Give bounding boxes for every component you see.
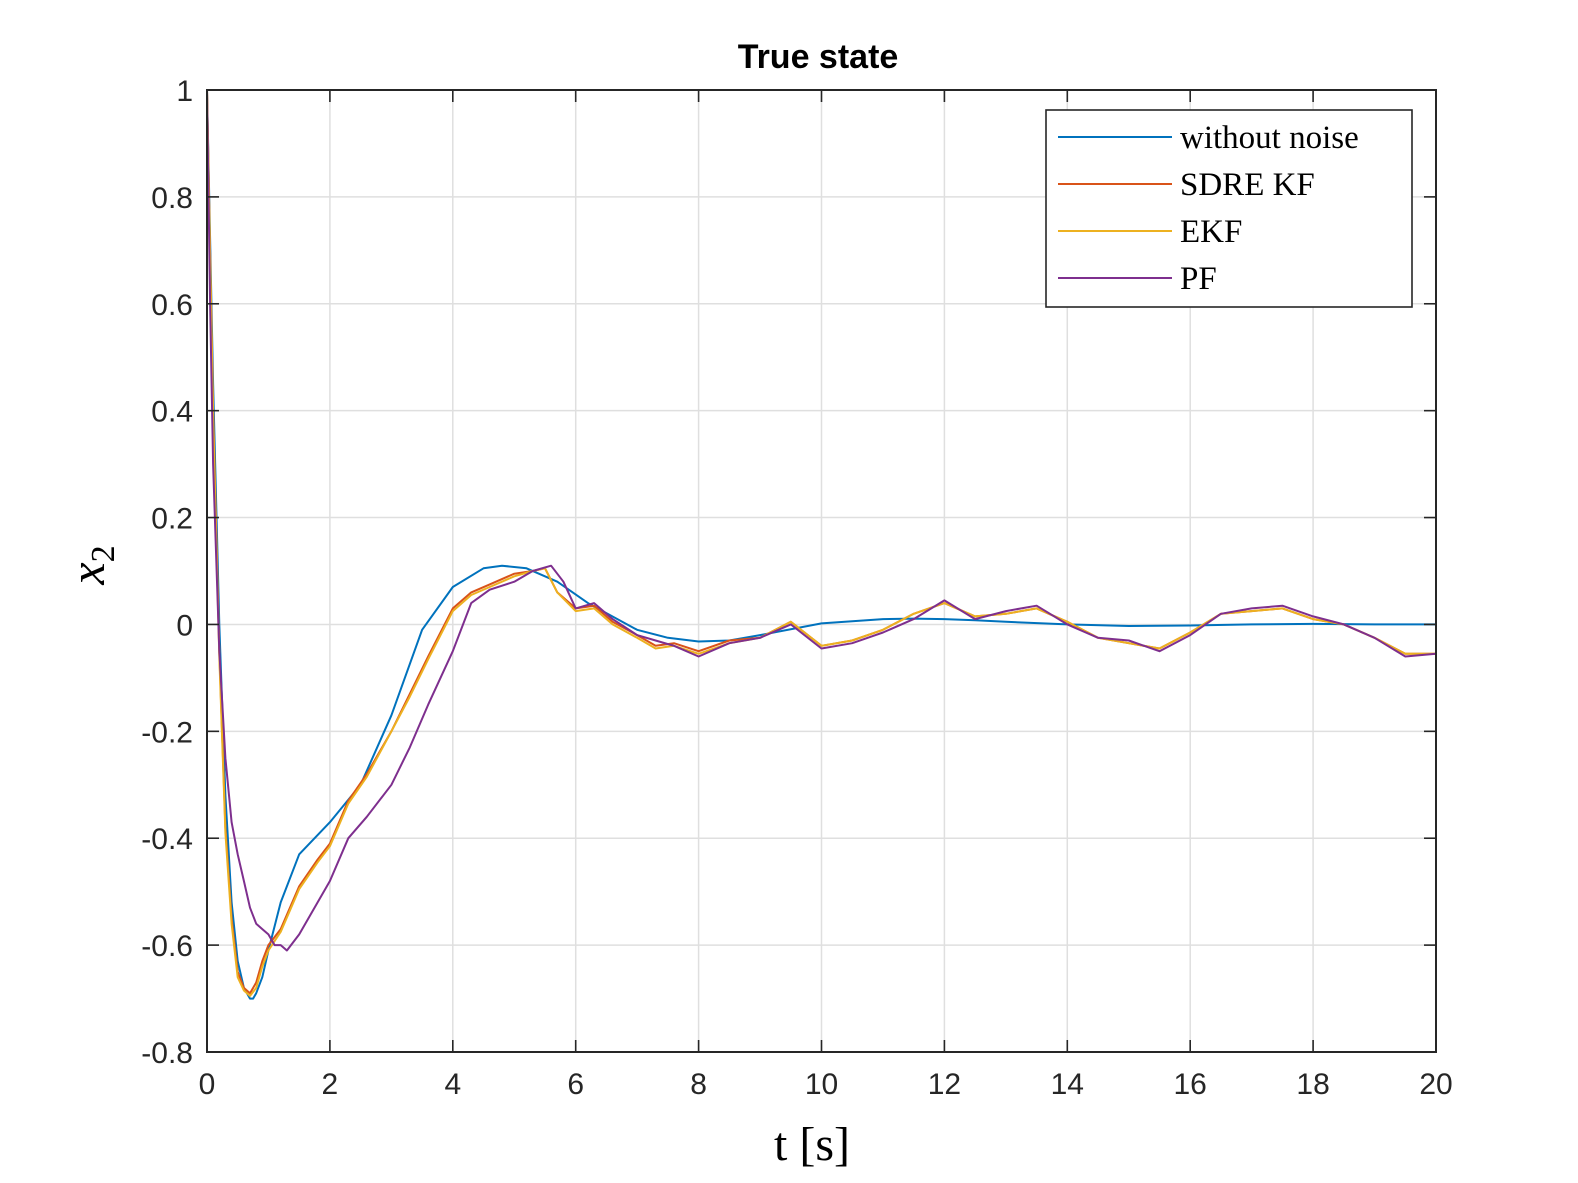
y-tick-label: -0.4 [141,823,193,856]
x-tick-label: 0 [199,1068,216,1101]
x-tick-label: 14 [1051,1068,1084,1101]
x-tick-label: 10 [805,1068,838,1101]
y-tick-label: 0.4 [151,396,193,429]
y-tick-label: -0.2 [141,716,193,749]
legend-label-4: PF [1180,261,1217,297]
x-tick-labels: 0 2 4 6 8 10 12 14 16 18 20 [199,1068,1453,1101]
y-axis-label-group: x2 [59,545,122,585]
x-tick-label: 12 [928,1068,961,1101]
y-axis-label: x2 [59,545,122,585]
y-tick-label: -0.8 [141,1037,193,1070]
series-line-4 [206,89,1437,952]
x-tick-label: 6 [567,1068,584,1101]
x-axis-label: t [s] [774,1118,850,1171]
x-tick-label: 18 [1296,1068,1329,1101]
x-tick-label: 4 [444,1068,461,1101]
x-tick-label: 16 [1174,1068,1207,1101]
y-axis-label-subscript: 2 [85,545,122,562]
x-tick-label: 20 [1419,1068,1452,1101]
legend: without noise SDRE KF EKF PF [1045,109,1413,308]
y-tick-label: 0.8 [151,182,193,215]
y-tick-label: 0.6 [151,289,193,322]
series-layer [206,89,1437,1000]
legend-label-1: without noise [1180,120,1359,156]
chart-title: True state [738,38,899,76]
legend-label-2: SDRE KF [1180,167,1315,203]
y-tick-label: -0.6 [141,930,193,963]
y-tick-label: 0 [176,609,193,642]
ticks [206,89,1437,1053]
x-tick-label: 8 [690,1068,707,1101]
y-axis-label-main: x [59,562,115,585]
series-line-1 [206,89,1436,1000]
x-tick-label: 2 [322,1068,339,1101]
y-tick-labels: -0.8 -0.6 -0.4 -0.2 0 0.2 0.4 0.6 0.8 1 [141,75,193,1070]
legend-box [1045,109,1413,308]
y-tick-label: 1 [176,75,193,108]
y-tick-label: 0.2 [151,503,193,536]
legend-label-3: EKF [1180,214,1242,250]
